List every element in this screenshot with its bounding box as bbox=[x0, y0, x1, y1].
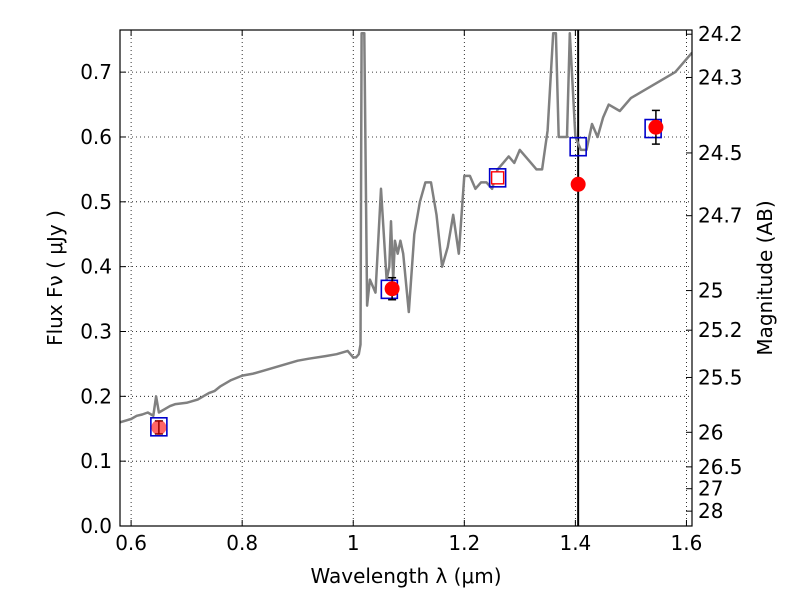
observed-photometry-point bbox=[384, 281, 400, 297]
y-tick-label: 0.3 bbox=[80, 319, 112, 343]
spectrum-line bbox=[120, 31, 692, 424]
y2-tick-label: 26 bbox=[698, 420, 723, 444]
y-tick-label: 0.1 bbox=[80, 449, 112, 473]
y-tick-label: 0.4 bbox=[80, 255, 112, 279]
model-photometry-point bbox=[150, 416, 168, 437]
x-tick-label: 1 bbox=[347, 531, 360, 555]
plot-frame bbox=[119, 29, 693, 527]
y-tick-label: 0.6 bbox=[80, 125, 112, 149]
x-axis-label: Wavelength λ (μm) bbox=[310, 564, 501, 588]
x-axis: 0.6 0.8 1 1.2 1.4 1.6 bbox=[115, 30, 702, 555]
observed-photometry-point bbox=[570, 176, 586, 192]
y-tick-label: 0.0 bbox=[80, 514, 112, 538]
y2-tick-label: 24.3 bbox=[698, 65, 743, 89]
y2-tick-label: 27 bbox=[698, 477, 723, 501]
observed-photometry-point bbox=[151, 419, 167, 435]
y2-axis-label: Magnitude (AB) bbox=[753, 200, 777, 355]
y-tick-label: 0.7 bbox=[80, 60, 112, 84]
y2-tick-label: 28 bbox=[698, 499, 723, 523]
model-photometry-point bbox=[488, 168, 507, 188]
y2-tick-label: 26.5 bbox=[698, 455, 743, 479]
y-axis-label: Flux Fν ( μJy ) bbox=[43, 210, 67, 346]
x-tick-label: 0.6 bbox=[115, 531, 147, 555]
observed-photometry-point bbox=[648, 119, 664, 135]
y2-tick-label: 25 bbox=[698, 279, 723, 303]
plot-area bbox=[120, 30, 692, 526]
y2-tick-label: 25.5 bbox=[698, 365, 743, 389]
y2-tick-label: 24.7 bbox=[698, 204, 743, 228]
x-tick-label: 1.2 bbox=[448, 531, 480, 555]
y-tick-label: 0.2 bbox=[80, 384, 112, 408]
x-tick-label: 1.6 bbox=[671, 531, 703, 555]
hollow-red-point bbox=[490, 171, 505, 185]
y2-tick-label: 24.2 bbox=[698, 22, 743, 46]
model-photometry-point bbox=[569, 136, 587, 157]
x-tick-label: 0.8 bbox=[226, 531, 258, 555]
y2-tick-label: 24.5 bbox=[698, 141, 743, 165]
y-axis: 0.0 0.1 0.2 0.3 0.4 0.5 0.6 0.7 bbox=[80, 60, 126, 538]
x-tick-label: 1.4 bbox=[559, 531, 591, 555]
y-tick-label: 0.5 bbox=[80, 190, 112, 214]
y2-tick-label: 25.2 bbox=[698, 318, 743, 342]
